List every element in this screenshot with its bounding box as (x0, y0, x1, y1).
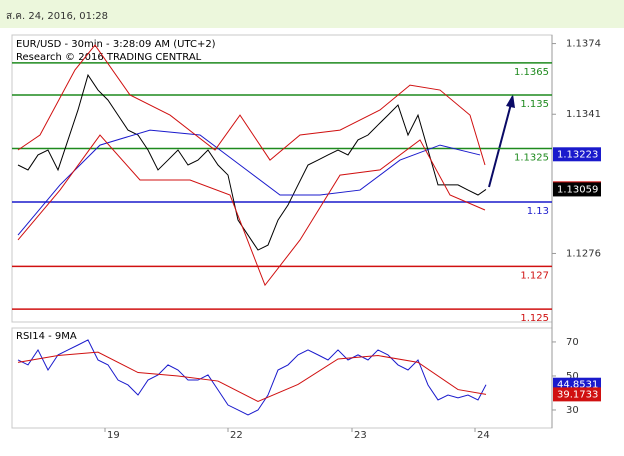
forecast-arrow (488, 103, 512, 188)
x-tick-label: 19 (107, 430, 120, 441)
level-label: 1.125 (520, 313, 549, 324)
price-label-box (553, 387, 601, 402)
series-line (17, 44, 486, 166)
chart-title: EUR/USD - 30min - 3:28:09 AM (UTC+2) (16, 39, 216, 50)
series-line (17, 134, 486, 287)
price-label-box (553, 182, 601, 197)
x-tick-label: 22 (230, 430, 243, 441)
series-line (17, 129, 481, 236)
series-line (17, 339, 487, 416)
chart-subtitle: Research © 2016 TRADING CENTRAL (16, 52, 202, 63)
series-line (17, 73, 487, 251)
y-tick-label: 1.1276 (566, 248, 601, 259)
price-label: 39.1733 (557, 389, 598, 400)
price-label: 1.13059 (557, 184, 598, 195)
price-label-box (553, 147, 601, 162)
header-bar (0, 0, 624, 28)
rsi-title: RSI14 - 9MA (16, 331, 77, 342)
level-label: 1.13 (527, 206, 549, 217)
forecast-arrowhead (506, 94, 515, 108)
y-tick-label: 70 (566, 337, 579, 348)
level-label: 1.1365 (514, 67, 549, 78)
x-tick-label: 24 (477, 430, 490, 441)
series-line (17, 351, 487, 403)
y-tick-label: 30 (566, 405, 579, 416)
price-label: 1.13223 (557, 149, 598, 160)
rsi-panel (11, 327, 553, 429)
x-tick-label: 23 (354, 430, 367, 441)
price-panel (11, 34, 553, 323)
y-tick-label: 1.1374 (566, 39, 601, 50)
timestamp: ส.ค. 24, 2016, 01:28 (6, 11, 108, 22)
y-tick-label: 1.1341 (566, 109, 601, 120)
y-tick-label: 50 (566, 371, 579, 382)
price-label: 44.8531 (557, 380, 598, 391)
level-label: 1.1325 (514, 153, 549, 164)
level-label: 1.127 (520, 270, 549, 281)
level-label: 1.135 (520, 99, 549, 110)
